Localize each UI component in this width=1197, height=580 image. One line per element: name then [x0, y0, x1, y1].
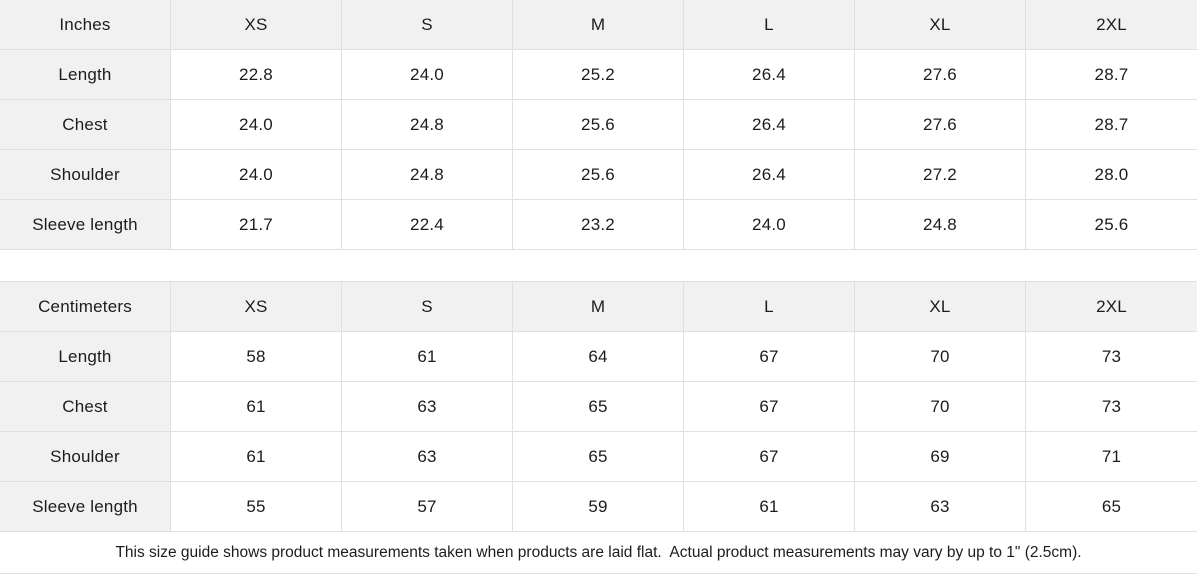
- size-header-cell-s: S: [342, 282, 513, 331]
- value-cell: 61: [171, 432, 342, 481]
- value-cell: 25.6: [513, 100, 684, 149]
- measurement-row-length: Length 58 61 64 67 70 73: [0, 332, 1197, 382]
- value-cell: 28.7: [1094, 64, 1129, 84]
- value-cell: 65: [513, 432, 684, 481]
- value-cell: 25.2: [513, 50, 684, 99]
- value-cell: 67: [684, 332, 855, 381]
- size-header-cell-m: M: [513, 0, 684, 49]
- measurement-row-chest: Chest 61 63 65 67 70 73: [0, 382, 1197, 432]
- value-cell: 63: [342, 432, 513, 481]
- value-cell: 61: [171, 382, 342, 431]
- value-cell: 24.8: [855, 200, 1026, 249]
- measurement-row-sleeve-length: Sleeve length 21.7 22.4 23.2 24.0 24.8 2…: [0, 200, 1197, 250]
- value-cell: 28.0: [1094, 164, 1129, 184]
- value-cell: 61: [342, 332, 513, 381]
- unit-header-cell: Inches: [0, 0, 171, 49]
- size-header-cell-l: L: [684, 0, 855, 49]
- value-cell: 58: [171, 332, 342, 381]
- table-header-row: Inches XS S M L XL 2XL: [0, 0, 1197, 50]
- value-cell: 67: [684, 432, 855, 481]
- value-cell: 23.2: [513, 200, 684, 249]
- value-cell: 73: [1101, 346, 1122, 366]
- value-cell: 24.8: [342, 100, 513, 149]
- value-cell: 21.7: [171, 200, 342, 249]
- value-cell: 25.6: [513, 150, 684, 199]
- value-cell: 26.4: [684, 100, 855, 149]
- row-label-cell: Chest: [0, 382, 171, 431]
- row-label-cell: Shoulder: [0, 432, 171, 481]
- value-cell: 61: [684, 482, 855, 531]
- size-header-cell-s: S: [342, 0, 513, 49]
- value-cell: 67: [684, 382, 855, 431]
- value-cell: 64: [513, 332, 684, 381]
- row-label-cell: Chest: [0, 100, 171, 149]
- unit-header-cell: Centimeters: [0, 282, 171, 331]
- value-cell: 26.4: [684, 150, 855, 199]
- value-cell: 24.0: [342, 50, 513, 99]
- size-header-cell-xs: XS: [171, 282, 342, 331]
- size-header-cell-xl: XL: [855, 0, 1026, 49]
- value-cell: 70: [855, 382, 1026, 431]
- value-cell: 26.4: [684, 50, 855, 99]
- size-guide-footnote: This size guide shows product measuremen…: [0, 532, 1197, 574]
- value-cell: 59: [513, 482, 684, 531]
- value-cell: 65: [1101, 496, 1122, 516]
- value-cell: 27.6: [855, 50, 1026, 99]
- inches-table: Inches XS S M L XL 2XL Length 22.8 24.0 …: [0, 0, 1197, 250]
- row-label-cell: Length: [0, 332, 171, 381]
- value-cell: 71: [1101, 446, 1122, 466]
- value-cell: 69: [855, 432, 1026, 481]
- value-cell: 70: [855, 332, 1026, 381]
- value-cell: 55: [171, 482, 342, 531]
- row-label-cell: Sleeve length: [0, 200, 171, 249]
- measurement-row-chest: Chest 24.0 24.8 25.6 26.4 27.6 28.7: [0, 100, 1197, 150]
- value-cell: 24.0: [171, 150, 342, 199]
- table-header-row: Centimeters XS S M L XL 2XL: [0, 282, 1197, 332]
- size-header-cell-l: L: [684, 282, 855, 331]
- measurement-row-sleeve-length: Sleeve length 55 57 59 61 63 65: [0, 482, 1197, 532]
- centimeters-table: Centimeters XS S M L XL 2XL Length 58 61…: [0, 282, 1197, 532]
- size-header-cell-xs: XS: [171, 0, 342, 49]
- value-cell: 63: [342, 382, 513, 431]
- table-gap-band: [0, 250, 1197, 282]
- measurement-row-shoulder: Shoulder 24.0 24.8 25.6 26.4 27.2 28.0: [0, 150, 1197, 200]
- size-header-cell-2xl: 2XL: [1026, 0, 1197, 49]
- value-cell: 24.0: [171, 100, 342, 149]
- value-cell: 25.6: [1094, 214, 1129, 234]
- row-label-cell: Length: [0, 50, 171, 99]
- value-cell: 73: [1101, 396, 1122, 416]
- value-cell: 65: [513, 382, 684, 431]
- value-cell: 63: [855, 482, 1026, 531]
- size-header-cell-xl: XL: [855, 282, 1026, 331]
- value-cell: 27.2: [855, 150, 1026, 199]
- row-label-cell: Sleeve length: [0, 482, 171, 531]
- value-cell: 27.6: [855, 100, 1026, 149]
- size-header-cell-2xl: 2XL: [1026, 282, 1197, 331]
- value-cell: 22.8: [171, 50, 342, 99]
- size-header-cell-m: M: [513, 282, 684, 331]
- value-cell: 57: [342, 482, 513, 531]
- measurement-row-shoulder: Shoulder 61 63 65 67 69 71: [0, 432, 1197, 482]
- value-cell: 28.7: [1094, 114, 1129, 134]
- value-cell: 24.8: [342, 150, 513, 199]
- value-cell: 24.0: [684, 200, 855, 249]
- measurement-row-length: Length 22.8 24.0 25.2 26.4 27.6 28.7: [0, 50, 1197, 100]
- row-label-cell: Shoulder: [0, 150, 171, 199]
- value-cell: 22.4: [342, 200, 513, 249]
